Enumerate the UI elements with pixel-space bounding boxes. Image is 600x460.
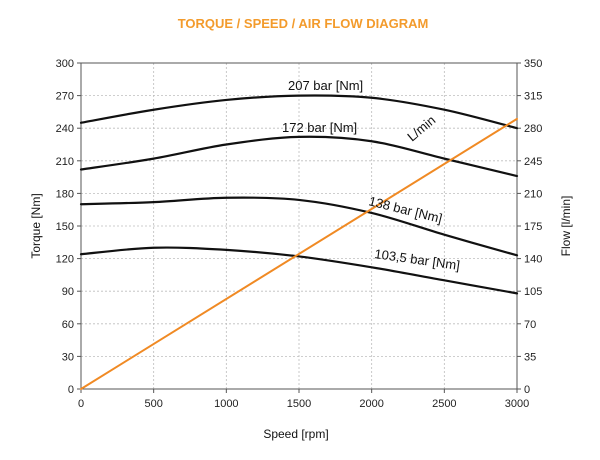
y-tick-label: 0 <box>68 384 74 396</box>
y2-tick-label: 175 <box>524 221 542 233</box>
y-tick-label: 30 <box>62 351 74 363</box>
y2-tick-label: 280 <box>524 123 542 135</box>
series-label: 138 bar [Nm] <box>367 193 444 226</box>
y2-tick-label: 245 <box>524 156 542 168</box>
x-tick-label: 1000 <box>214 398 238 410</box>
y2-tick-label: 105 <box>524 286 542 298</box>
x-tick-label: 2500 <box>432 398 456 410</box>
x-tick-label: 0 <box>78 398 84 410</box>
y-tick-label: 240 <box>56 123 74 135</box>
axes: 0306090120150180210240270300035701051401… <box>56 58 543 410</box>
series-line-207-bar-nm <box>79 94 519 130</box>
y-tick-label: 120 <box>56 254 74 266</box>
series-group <box>79 94 519 390</box>
series-line-l-min <box>80 117 518 390</box>
grid <box>81 63 517 389</box>
x-tick-label: 500 <box>144 398 162 410</box>
y-tick-label: 90 <box>62 286 74 298</box>
series-line-103-5-bar-nm <box>79 246 519 295</box>
x-tick-label: 2000 <box>359 398 383 410</box>
y-tick-label: 150 <box>56 221 74 233</box>
y2-tick-label: 0 <box>524 384 530 396</box>
y2-tick-label: 35 <box>524 351 536 363</box>
y2-tick-label: 315 <box>524 91 542 103</box>
y-tick-label: 60 <box>62 319 74 331</box>
y2-tick-label: 350 <box>524 58 542 70</box>
series-label: 172 bar [Nm] <box>282 120 357 135</box>
series-line-172-bar-nm <box>79 135 519 178</box>
x-tick-label: 1500 <box>287 398 311 410</box>
x-tick-label: 3000 <box>505 398 529 410</box>
y-tick-label: 300 <box>56 58 74 70</box>
y-tick-label: 270 <box>56 91 74 103</box>
x-axis-label: Speed [rpm] <box>263 427 328 441</box>
y-tick-label: 210 <box>56 156 74 168</box>
y2-tick-label: 210 <box>524 188 542 200</box>
y2-tick-label: 70 <box>524 319 536 331</box>
y-tick-label: 180 <box>56 188 74 200</box>
series-label: 207 bar [Nm] <box>288 78 363 93</box>
series-line-138-bar-nm <box>79 196 519 257</box>
y2-axis-label: Flow [l/min] <box>559 196 573 257</box>
y2-tick-label: 140 <box>524 254 542 266</box>
y-axis-label: Torque [Nm] <box>29 193 43 258</box>
chart-title: TORQUE / SPEED / AIR FLOW DIAGRAM <box>178 16 429 31</box>
